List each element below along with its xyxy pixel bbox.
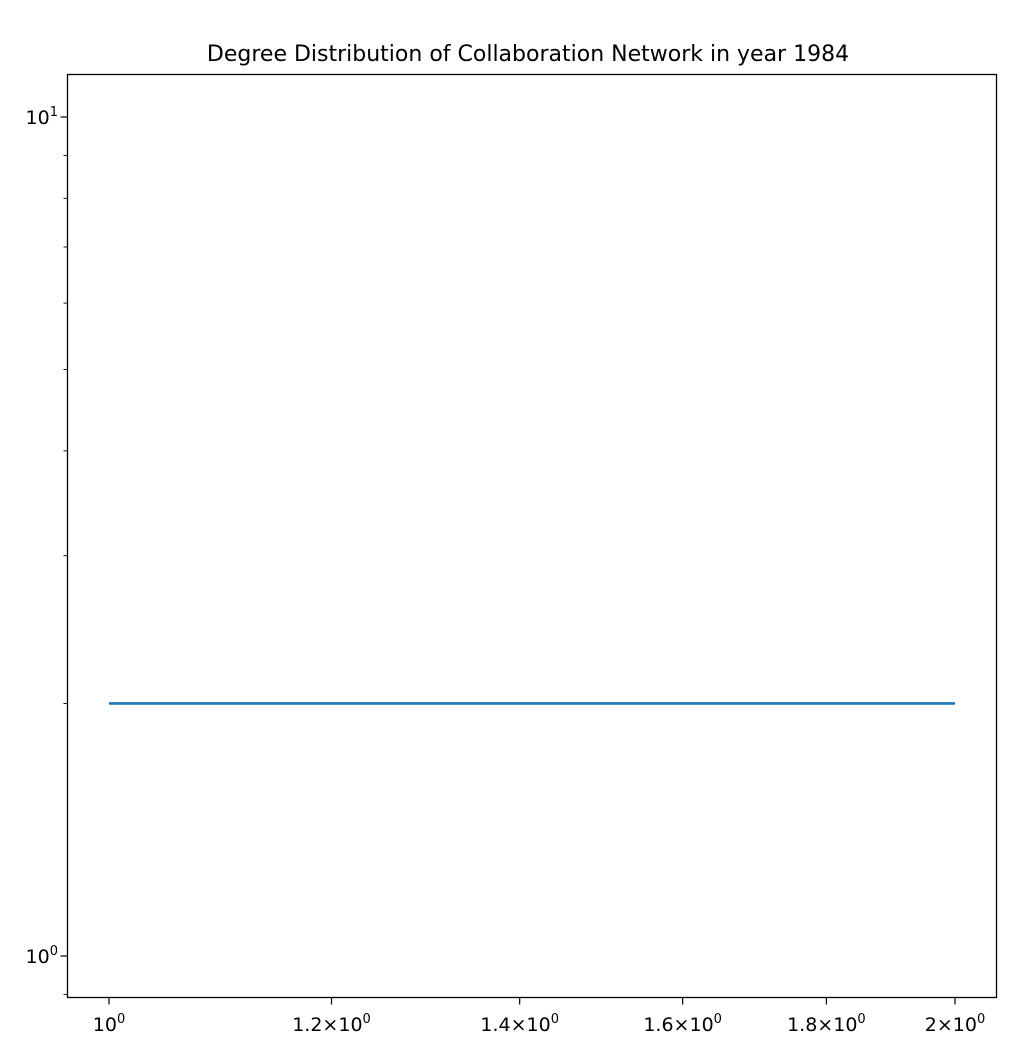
x-tick-label: 100 — [93, 1012, 125, 1036]
x-tick-label: 2×100 — [925, 1012, 985, 1036]
x-tick-label: 1.4×100 — [480, 1012, 559, 1036]
axes-layer: 100 1.2×100 1.4×100 1.6×100 1.8×100 2×100 100 1… — [26, 105, 986, 1036]
y-tick-label: 100 — [26, 944, 58, 968]
plot-frame — [66, 73, 998, 999]
x-tick-label: 1.2×100 — [292, 1012, 371, 1036]
chart-title: Degree Distribution of Collaboration Net… — [207, 42, 849, 67]
x-tick-label: 1.8×100 — [787, 1012, 866, 1036]
x-tick-label: 1.6×100 — [643, 1012, 722, 1036]
y-tick-label: 101 — [26, 105, 58, 129]
